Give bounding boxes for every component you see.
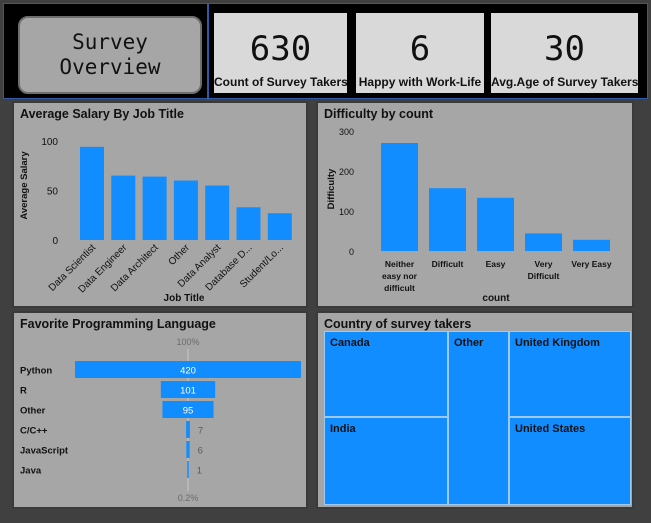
- funnel-category-label: Other: [20, 406, 46, 417]
- funnel-bar: [162, 401, 214, 418]
- funnel-category-label: Java: [20, 466, 42, 477]
- country-chart-panel[interactable]: Country of survey takers Canada Other Un…: [316, 311, 634, 509]
- kpi-label: Count of Survey Takers: [214, 75, 348, 89]
- treemap-label: India: [330, 423, 356, 435]
- funnel-bar: [186, 421, 190, 438]
- funnel-bar: [75, 361, 301, 378]
- kpi-label: Happy with Work-Life: [358, 75, 482, 89]
- kpi-value: 6: [409, 29, 431, 69]
- y-tick-label: 50: [47, 186, 59, 197]
- header-bar: Survey Overview 630 Count of Survey Take…: [3, 3, 648, 100]
- funnel-top-label: 100%: [176, 337, 199, 347]
- funnel-value-label: 1: [197, 466, 202, 477]
- x-tick-label: Other: [167, 242, 193, 268]
- treemap-label: United States: [515, 423, 586, 435]
- kpi-card-avg-age[interactable]: 30 Avg.Age of Survey Takers: [491, 13, 638, 93]
- y-tick-label: 300: [339, 127, 354, 137]
- funnel-value-label: 95: [183, 406, 194, 417]
- kpi-card-survey-takers[interactable]: 630 Count of Survey Takers: [214, 13, 348, 93]
- funnel-value-label: 7: [198, 426, 203, 437]
- funnel-value-label: 6: [198, 446, 203, 457]
- page-title: Survey Overview: [59, 30, 161, 79]
- bar: [573, 239, 610, 251]
- funnel-category-label: R: [20, 386, 27, 397]
- country-chart-title: Country of survey takers: [324, 317, 472, 331]
- funnel-bar: [160, 381, 216, 398]
- y-tick-label: 0: [349, 247, 354, 257]
- language-chart: 100% Python 420 R 101 Other 95 C/C++ 7 JavaScript…: [20, 337, 301, 503]
- treemap-cell-canada[interactable]: Canada: [324, 331, 448, 417]
- header-divider: [207, 4, 209, 100]
- funnel-category-label: C/C++: [20, 426, 48, 437]
- title-box: Survey Overview: [18, 16, 202, 94]
- y-tick-label: 200: [339, 167, 354, 177]
- bar: [525, 233, 562, 251]
- bar: [236, 207, 261, 240]
- kpi-value: 630: [249, 29, 312, 69]
- y-tick-label: 100: [41, 137, 58, 148]
- kpi-card-happy-work-life[interactable]: 6 Happy with Work-Life: [356, 13, 484, 93]
- bar: [477, 197, 514, 251]
- x-tick-label-line: Difficult: [432, 259, 464, 269]
- y-axis-label: Average Salary: [19, 151, 30, 220]
- x-tick-label: Very Easy: [571, 259, 611, 269]
- x-axis-label: Job Title: [164, 293, 205, 304]
- x-tick-label: Difficult: [432, 259, 464, 269]
- treemap-label: Canada: [330, 337, 370, 349]
- x-tick-label-line: Very Easy: [571, 259, 611, 269]
- x-axis-label: count: [482, 293, 510, 304]
- funnel-bottom-label: 0.2%: [178, 493, 199, 503]
- y-tick-label: 100: [339, 207, 354, 217]
- x-tick-label: Neither easy nor difficult: [382, 259, 418, 293]
- bar: [205, 185, 230, 240]
- funnel-bar: [186, 441, 190, 458]
- treemap-cell-united-states[interactable]: United States: [509, 417, 631, 505]
- x-tick-label-line: Very: [535, 259, 553, 269]
- bar: [381, 143, 418, 251]
- x-tick-label-line: Difficult: [528, 271, 560, 281]
- salary-chart-panel[interactable]: Average Salary By Job Title 0 50 100 Averag…: [12, 101, 308, 308]
- x-tick-label: Easy: [486, 259, 506, 269]
- treemap-label: Other: [454, 337, 484, 349]
- bar: [173, 180, 198, 240]
- difficulty-chart: 0 100 200 300 Difficulty Neither easy nor diffi…: [326, 127, 612, 304]
- kpi-value: 30: [544, 29, 585, 69]
- funnel-bar: [187, 461, 189, 478]
- bar: [429, 188, 466, 251]
- y-tick-label: 0: [52, 236, 58, 247]
- difficulty-chart-title: Difficulty by count: [324, 107, 434, 121]
- treemap-label: United Kingdom: [515, 337, 600, 349]
- x-tick-label-line: Neither: [385, 259, 415, 269]
- salary-chart-title: Average Salary By Job Title: [20, 107, 184, 121]
- bar: [80, 146, 104, 240]
- funnel-value-label: 420: [180, 366, 196, 377]
- treemap-cell-india[interactable]: India: [324, 417, 448, 505]
- y-axis-label: Difficulty: [326, 168, 337, 209]
- bar: [267, 213, 292, 240]
- difficulty-chart-panel[interactable]: Difficulty by count 0 100 200 300 Difficulty…: [316, 101, 634, 308]
- funnel-category-label: JavaScript: [20, 446, 69, 457]
- x-tick-label-line: difficult: [384, 283, 415, 293]
- x-tick-label-line: easy nor: [382, 271, 418, 281]
- treemap-cell-united-kingdom[interactable]: United Kingdom: [509, 331, 631, 417]
- x-tick-label-line: Easy: [486, 259, 506, 269]
- funnel-value-label: 101: [180, 386, 196, 397]
- language-chart-panel[interactable]: Favorite Programming Language 100% Python…: [12, 311, 308, 509]
- treemap-cell-other[interactable]: Other: [448, 331, 509, 505]
- bar: [142, 176, 167, 240]
- language-chart-title: Favorite Programming Language: [20, 317, 216, 331]
- x-tick-label: Very Difficult: [528, 259, 560, 281]
- kpi-label: Avg.Age of Survey Takers: [491, 75, 639, 89]
- bar: [111, 175, 136, 240]
- funnel-category-label: Python: [20, 366, 52, 377]
